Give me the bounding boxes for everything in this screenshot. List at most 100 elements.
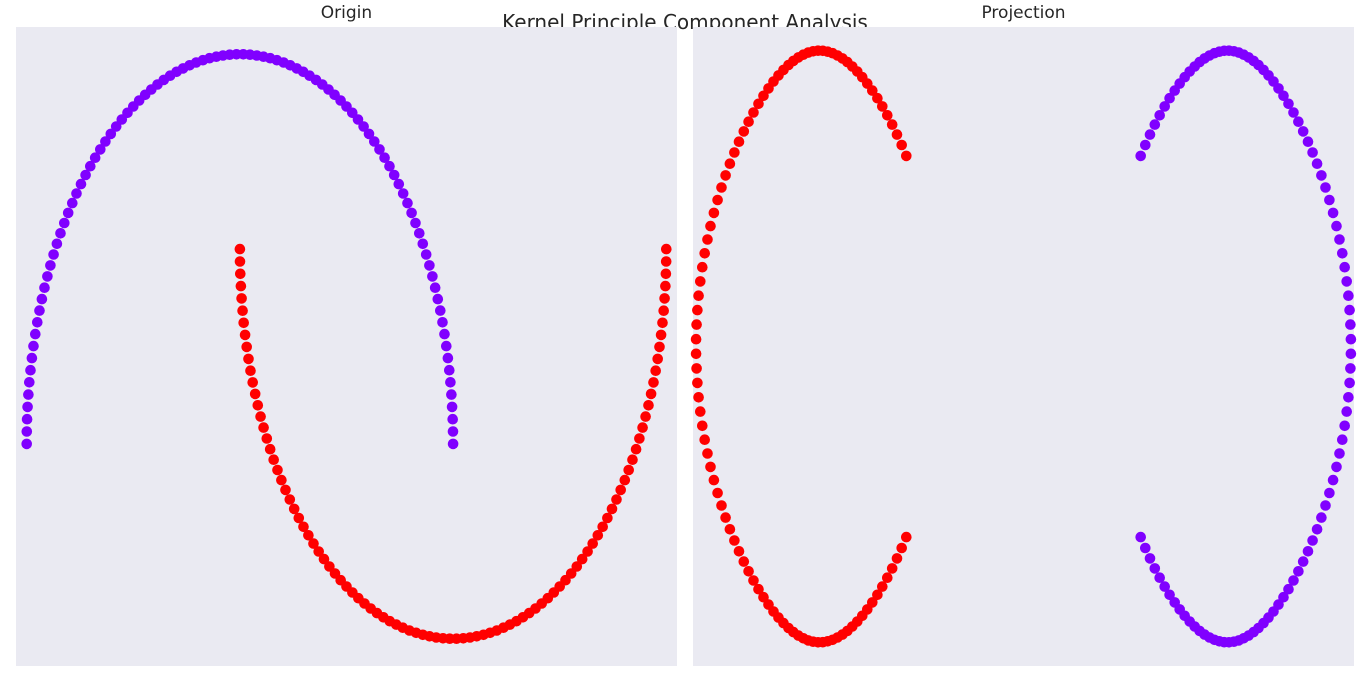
- projection-point-class-1: [724, 158, 736, 169]
- projection-point-class-1: [691, 319, 702, 330]
- origin-point-class-1: [643, 400, 654, 411]
- origin-point-class-0: [34, 305, 45, 316]
- origin-point-class-0: [95, 144, 106, 155]
- origin-point-class-0: [439, 328, 450, 340]
- projection-point-class-0: [1344, 304, 1355, 316]
- origin-point-class-0: [417, 238, 429, 250]
- projection-point-class-1: [872, 92, 883, 104]
- origin-point-class-0: [447, 426, 459, 437]
- projection-point-class-1: [891, 553, 903, 564]
- origin-point-class-0: [388, 169, 400, 181]
- origin-point-class-0: [379, 152, 390, 163]
- origin-point-class-0: [447, 438, 459, 450]
- origin-point-class-0: [62, 207, 74, 219]
- origin-point-class-0: [427, 271, 438, 282]
- origin-point-class-0: [75, 178, 87, 190]
- origin-panel-title: Origin: [321, 3, 372, 23]
- origin-point-class-0: [410, 217, 421, 229]
- origin-point-class-1: [657, 317, 668, 329]
- origin-point-class-1: [587, 538, 598, 549]
- projection-point-class-1: [867, 597, 878, 608]
- projection-point-class-1: [872, 589, 883, 601]
- origin-point-class-1: [236, 293, 247, 304]
- origin-point-class-1: [619, 474, 631, 486]
- origin-point-class-0: [402, 197, 413, 209]
- origin-points: [21, 49, 672, 644]
- origin-point-class-1: [252, 400, 264, 411]
- projection-point-class-0: [1149, 563, 1161, 574]
- origin-point-class-0: [51, 238, 63, 250]
- origin-point-class-1: [255, 411, 266, 422]
- projection-point-class-0: [1144, 129, 1156, 140]
- projection-point-class-1: [733, 136, 745, 147]
- origin-point-class-1: [237, 305, 248, 317]
- projection-point-class-1: [901, 150, 912, 162]
- projection-point-class-1: [733, 546, 745, 557]
- origin-point-class-1: [630, 443, 642, 455]
- origin-point-class-0: [420, 249, 432, 260]
- origin-point-class-1: [615, 484, 626, 496]
- projection-point-class-0: [1324, 487, 1335, 499]
- origin-point-class-0: [26, 352, 38, 364]
- origin-point-class-1: [235, 268, 246, 280]
- origin-point-class-0: [437, 317, 448, 328]
- projection-point-class-0: [1311, 158, 1323, 169]
- projection-point-class-1: [705, 461, 716, 473]
- origin-point-class-1: [648, 377, 659, 388]
- projection-point-class-0: [1302, 136, 1314, 147]
- origin-point-class-0: [424, 260, 435, 271]
- projection-point-class-0: [1316, 512, 1327, 523]
- projection-point-class-0: [1302, 546, 1314, 557]
- origin-point-class-1: [303, 530, 314, 541]
- projection-point-class-1: [712, 487, 723, 499]
- origin-point-class-1: [658, 305, 669, 317]
- projection-point-class-1: [748, 107, 759, 118]
- projection-point-class-0: [1344, 377, 1355, 389]
- origin-point-class-1: [234, 243, 246, 255]
- origin-point-class-0: [432, 293, 444, 305]
- projection-point-class-0: [1345, 333, 1357, 345]
- projection-point-class-1: [693, 392, 704, 403]
- origin-point-class-1: [258, 422, 269, 433]
- projection-point-class-0: [1331, 220, 1342, 232]
- origin-point-class-0: [447, 413, 459, 425]
- projection-point-class-0: [1327, 207, 1339, 219]
- projection-point-class-1: [697, 420, 708, 432]
- origin-point-class-0: [23, 389, 34, 400]
- origin-point-class-1: [623, 464, 634, 476]
- projection-point-class-1: [877, 101, 888, 112]
- origin-point-class-0: [59, 217, 70, 229]
- origin-point-class-0: [32, 317, 43, 328]
- projection-point-class-1: [720, 512, 731, 523]
- origin-point-class-1: [272, 464, 283, 476]
- projection-panel: Projection: [690, 3, 1357, 666]
- origin-point-class-0: [48, 249, 59, 260]
- projection-point-class-0: [1297, 126, 1309, 137]
- projection-point-class-0: [1311, 524, 1323, 535]
- origin-point-class-1: [293, 512, 305, 524]
- origin-point-class-1: [634, 433, 645, 444]
- origin-point-class-0: [435, 305, 446, 316]
- projection-point-class-1: [690, 348, 702, 360]
- projection-point-class-0: [1307, 535, 1318, 546]
- origin-point-class-1: [602, 512, 613, 524]
- projection-point-class-0: [1293, 116, 1304, 127]
- origin-point-class-1: [659, 293, 670, 304]
- projection-point-class-0: [1154, 572, 1165, 583]
- projection-point-class-1: [753, 98, 764, 110]
- projection-point-class-1: [712, 194, 723, 206]
- projection-point-class-0: [1283, 98, 1294, 110]
- origin-point-class-1: [637, 422, 648, 433]
- origin-point-class-1: [276, 474, 287, 486]
- projection-point-class-0: [1297, 556, 1309, 567]
- projection-point-class-1: [729, 147, 740, 158]
- origin-point-class-1: [645, 388, 657, 400]
- projection-point-class-0: [1159, 581, 1170, 592]
- projection-point-class-0: [1307, 147, 1318, 158]
- origin-point-class-1: [234, 256, 246, 267]
- origin-point-class-0: [30, 328, 41, 340]
- origin-point-class-0: [445, 377, 456, 388]
- projection-point-class-0: [1135, 531, 1146, 543]
- origin-point-class-1: [627, 454, 638, 466]
- projection-point-class-1: [716, 182, 727, 193]
